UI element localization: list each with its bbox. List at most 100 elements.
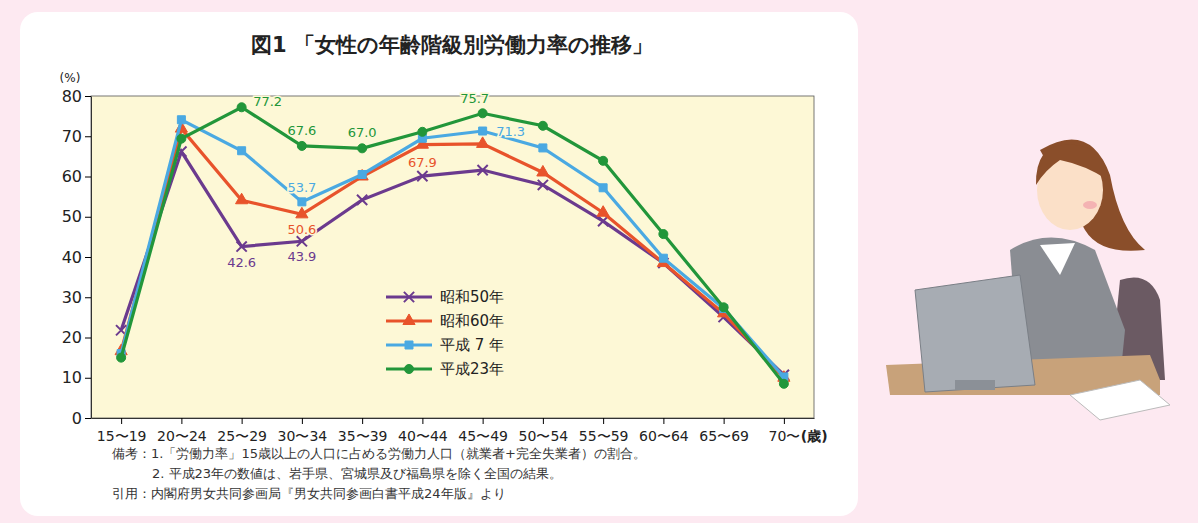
monitor-stand (955, 380, 995, 390)
monitor (915, 275, 1035, 392)
x-axis: 15〜1920〜2425〜2930〜3435〜3940〜4445〜4950〜54… (92, 418, 815, 444)
data-label: 43.9 (287, 249, 316, 264)
x-tick-label: 60〜64 (639, 428, 689, 444)
legend-label: 平成 7 年 (440, 336, 504, 354)
x-tick: 35〜39 (338, 418, 388, 444)
x-tick-label: 50〜54 (519, 428, 569, 444)
series-marker (478, 109, 487, 118)
data-label: 67.0 (348, 125, 377, 140)
cheek (1083, 201, 1097, 209)
series-marker (599, 156, 608, 165)
x-tick-mark (603, 418, 604, 424)
data-label: 71.3 (496, 124, 525, 139)
series-marker (779, 379, 788, 388)
note: 備考：1.「労働力率」15歳以上の人口に占める労働力人口（就業者+完全失業者）の… (112, 446, 646, 461)
x-tick-label: 70〜 (768, 428, 800, 444)
series-line (121, 120, 784, 377)
notes: 備考：1.「労働力率」15歳以上の人口に占める労働力人口（就業者+完全失業者）の… (112, 446, 646, 501)
y-tick-label: 70 (62, 127, 82, 146)
series-marker (358, 170, 366, 178)
data-label: 77.2 (253, 94, 282, 109)
y-tick-mark (85, 177, 91, 178)
series-marker (177, 134, 186, 143)
data-labels: 42.643.950.667.953.771.377.267.667.075.7 (227, 91, 525, 269)
series-marker (236, 193, 248, 204)
y-tick-mark (85, 378, 91, 379)
y-tick: 80 (62, 87, 91, 106)
series-marker (297, 141, 306, 150)
series-line (121, 107, 784, 384)
legend-label: 昭和50年 (440, 288, 504, 306)
x-tick-label: 65〜69 (699, 428, 749, 444)
x-tick-mark (302, 418, 303, 424)
x-tick: 20〜24 (157, 418, 207, 444)
series-marker (358, 144, 367, 153)
x-tick: 45〜49 (458, 418, 508, 444)
hair-front (1036, 145, 1108, 186)
x-tick-label: 25〜29 (217, 428, 267, 444)
x-tick-mark (724, 418, 725, 424)
illustration (886, 139, 1170, 420)
plot-marks (115, 103, 790, 389)
plot-background (91, 96, 814, 418)
legend-marker (404, 364, 413, 373)
series-marker (719, 303, 728, 312)
series-marker (659, 230, 668, 239)
x-tick: 25〜29 (217, 418, 267, 444)
y-tick: 20 (62, 328, 91, 347)
x-tick-label: 30〜34 (278, 428, 328, 444)
y-tick-label: 10 (62, 368, 82, 387)
chart-root: 図1 「女性の年齢階級別労働力率の推移」01020304050607080(%)… (0, 0, 1198, 523)
y-tick: 50 (62, 207, 91, 226)
y-tick: 30 (62, 288, 91, 307)
legend-label: 昭和60年 (440, 312, 504, 330)
y-tick-mark (85, 257, 91, 258)
y-tick-mark (85, 418, 91, 419)
x-tick: 50〜54 (519, 418, 569, 444)
x-tick-mark (663, 418, 664, 424)
note: 2. 平成23年の数値は、岩手県、宮城県及び福島県を除く全国の結果。 (152, 466, 562, 481)
y-tick-mark (85, 217, 91, 218)
x-tick-mark (543, 418, 544, 424)
x-tick-mark (422, 418, 423, 424)
data-label: 53.7 (287, 180, 316, 195)
x-tick-mark (181, 418, 182, 424)
series-marker (599, 184, 607, 192)
y-tick-mark (85, 96, 91, 97)
papers (1070, 380, 1170, 420)
y-axis-line (91, 97, 92, 419)
collar (1040, 243, 1075, 275)
chart-title: 図1 「女性の年齢階級別労働力率の推移」 (251, 33, 653, 57)
y-tick-label: 60 (62, 167, 82, 186)
legend-label: 平成23年 (440, 360, 504, 378)
series-marker (538, 121, 547, 130)
x-tick: 55〜59 (579, 418, 629, 444)
series-marker (539, 144, 547, 152)
y-tick-label: 40 (62, 248, 82, 267)
series-marker (237, 103, 246, 112)
x-axis-title: (歳) (801, 428, 828, 444)
x-tick-mark (784, 418, 785, 424)
data-label: 67.6 (287, 123, 316, 138)
y-axis: 01020304050607080 (62, 87, 92, 428)
series-marker (297, 236, 307, 246)
x-tick-mark (362, 418, 363, 424)
x-tick: 30〜34 (278, 418, 328, 444)
data-label: 67.9 (408, 155, 437, 170)
x-tick-mark (483, 418, 484, 424)
x-tick: 65〜69 (699, 418, 749, 444)
data-label: 42.6 (227, 255, 256, 270)
series-marker (177, 116, 185, 124)
series-marker (418, 127, 427, 136)
x-tick-label: 45〜49 (458, 428, 508, 444)
legend-marker (405, 341, 413, 349)
y-tick-mark (85, 338, 91, 339)
series-marker (356, 169, 368, 180)
series-marker (417, 171, 427, 181)
y-tick: 60 (62, 167, 91, 186)
series-line (121, 152, 784, 375)
series-marker (537, 165, 549, 176)
series-marker (597, 206, 609, 217)
legend: 昭和50年昭和60年平成 7 年平成23年 (386, 288, 504, 378)
series-marker (117, 353, 126, 362)
